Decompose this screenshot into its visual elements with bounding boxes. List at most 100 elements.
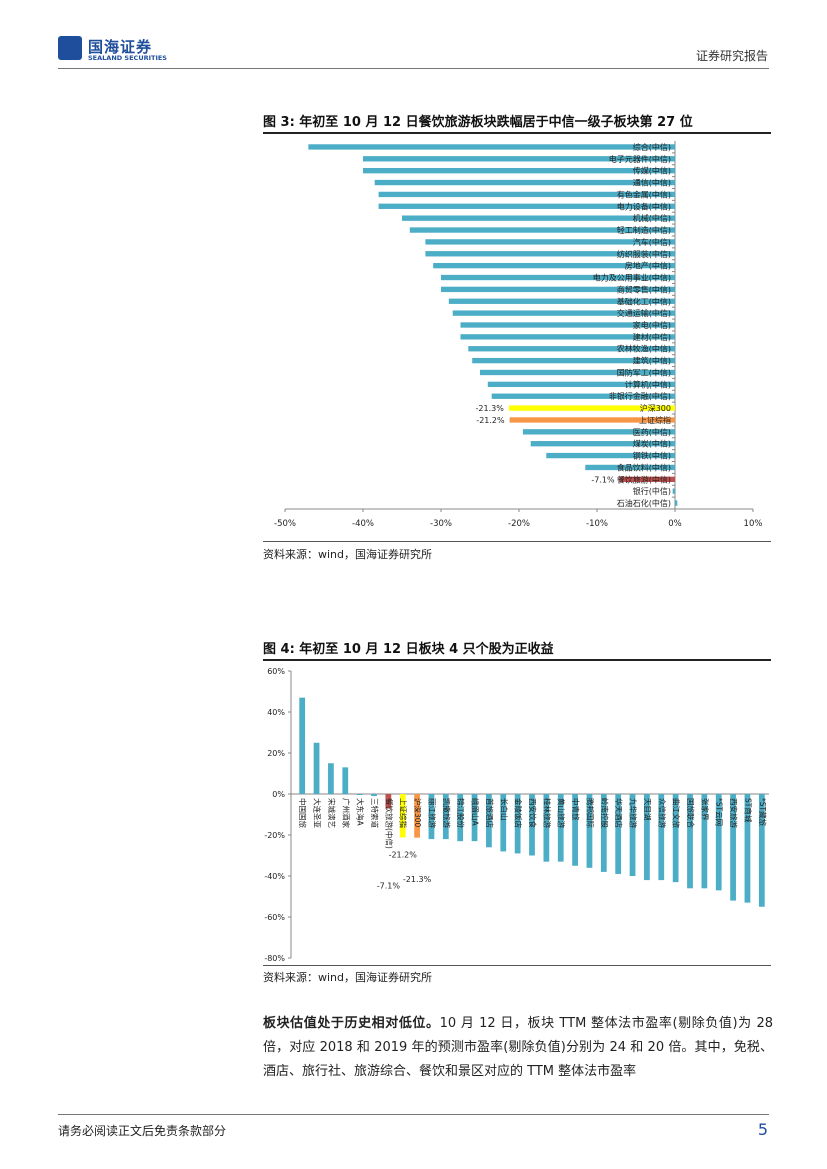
header-divider: [58, 68, 769, 69]
bar: [658, 794, 665, 881]
data-label: -21.2%: [389, 851, 418, 860]
bar: [342, 767, 349, 794]
category-label: 岭南控股: [600, 798, 610, 828]
body-text: 10 月 12 日，板块 TTM 整体法市盈率(剔除负值)为 28 倍，对应 2…: [263, 1016, 773, 1079]
x-tick-label: 10%: [744, 519, 763, 529]
category-label: 食品饮料(中信): [617, 462, 671, 472]
x-tick-label: -20%: [508, 519, 530, 529]
category-label: 长白山: [499, 798, 509, 821]
figure3-bottom-rule: [263, 541, 771, 542]
bar: [629, 794, 636, 876]
bar: [363, 168, 675, 174]
bar: [378, 203, 675, 209]
category-label: 锦江股份: [456, 798, 466, 828]
category-label: 煤炭(中信): [633, 439, 671, 449]
figure4-top-rule: [263, 659, 771, 661]
body-bold-lead: 板块估值处于历史相对低位。: [263, 1016, 440, 1031]
bar: [457, 794, 464, 842]
category-label: 腾邦国际: [585, 798, 595, 828]
logo-text: 国海证券: [88, 38, 153, 56]
category-label: 机械(中信): [633, 213, 671, 223]
bar: [486, 794, 492, 848]
bar: [619, 476, 675, 482]
category-label: 首旅酒店: [485, 798, 495, 828]
category-label: 传媒(中信): [633, 166, 671, 176]
category-label: 轻工制造(中信): [617, 225, 671, 235]
bar: [744, 794, 751, 903]
page-number: 5: [757, 1120, 768, 1139]
bar: [385, 794, 392, 809]
bar: [460, 334, 675, 340]
bar: [425, 251, 675, 257]
bar: [529, 794, 535, 856]
category-label: 张家界: [700, 798, 710, 821]
category-label: 电力及公用事业(中信): [593, 273, 671, 283]
x-tick-label: -30%: [430, 519, 452, 529]
data-label: -21.3%: [476, 404, 505, 413]
bar: [402, 215, 675, 221]
data-label: -7.1%: [591, 475, 615, 484]
category-label: 家电(中信): [633, 320, 671, 330]
x-tick-label: -10%: [586, 519, 608, 529]
category-label: 沪深300: [640, 403, 671, 413]
category-label: 凯撒旅游: [442, 798, 452, 828]
bar: [546, 452, 675, 459]
category-label: 宋城演艺: [327, 798, 337, 828]
bar: [441, 274, 675, 281]
category-label: 建材(中信): [633, 332, 671, 342]
bar: [701, 794, 708, 889]
body-paragraph: 板块估值处于历史相对低位。10 月 12 日，板块 TTM 整体法市盈率(剔除负…: [263, 1012, 773, 1084]
bar: [644, 794, 650, 881]
bar: [452, 310, 675, 316]
data-label: -21.2%: [476, 416, 505, 425]
bar: [441, 286, 675, 293]
data-label: -21.3%: [403, 875, 432, 884]
category-label: 西安旅游: [729, 798, 739, 828]
figure3-chart: -50% -40% -30% -20% -10% 0% 10% 综合(中信) 电子元器件(中信)…: [274, 141, 763, 529]
figure4-chart: 60% 40% 20% 0% -20% -40% -60% -80% 中国国旅 大连圣亚 宋城演艺广…: [264, 667, 769, 963]
category-label: 非银行金融(中信): [609, 391, 671, 401]
report-type: 证券研究报告: [695, 49, 768, 63]
bar: [715, 794, 722, 891]
category-label: 九华旅游: [629, 798, 639, 828]
category-label: *ST云网: [715, 798, 724, 826]
bar: [543, 794, 550, 862]
category-label: 峨眉山A: [471, 798, 481, 826]
category-label: 金陵饭店: [514, 798, 524, 828]
figure3-source: 资料来源：wind，国海证券研究所: [263, 548, 433, 561]
bar: [675, 500, 678, 506]
bar: [530, 441, 675, 447]
bar: [328, 763, 334, 794]
bar: [460, 322, 675, 328]
y-tick-label: -60%: [264, 913, 285, 922]
figure3-title: 图 3: 年初至 10 月 12 日餐饮旅游板块跌幅居于中信一级子板块第 27 …: [263, 115, 693, 130]
bar: [557, 794, 564, 862]
category-label: 中国国旅: [298, 798, 308, 828]
figure4-title: 图 4: 年初至 10 月 12 日板块 4 只个股为正收益: [263, 642, 554, 657]
bar: [487, 381, 675, 388]
bar: [414, 794, 420, 838]
category-label: 大东海A: [356, 798, 366, 826]
category-label: 曲江文旅: [672, 798, 682, 828]
footer-divider: [58, 1114, 769, 1115]
y-tick-label: 0%: [272, 790, 285, 799]
category-label: 建筑(中信): [633, 356, 671, 366]
category-label: 天目湖: [643, 798, 652, 821]
bar: [672, 488, 675, 494]
bar: [313, 742, 320, 794]
category-label: 石油石化(中信): [617, 498, 671, 508]
category-label: 国旅联合: [686, 798, 696, 828]
category-label: *ST藏旅: [758, 798, 768, 827]
bar: [508, 405, 675, 411]
category-label: 上证综指: [399, 798, 409, 828]
bar: [491, 393, 675, 399]
bar: [480, 369, 675, 376]
bar: [356, 794, 363, 796]
bar: [448, 298, 675, 304]
category-label: 餐饮旅游(中信): [617, 474, 671, 484]
category-label: 国防军工(中信): [617, 367, 671, 377]
category-label: 餐饮旅游(中信): [384, 798, 394, 849]
category-label: 中青旅: [571, 798, 581, 821]
figure4-source: 资料来源：wind，国海证券研究所: [263, 971, 433, 984]
category-label: 商贸零售(中信): [617, 284, 671, 294]
